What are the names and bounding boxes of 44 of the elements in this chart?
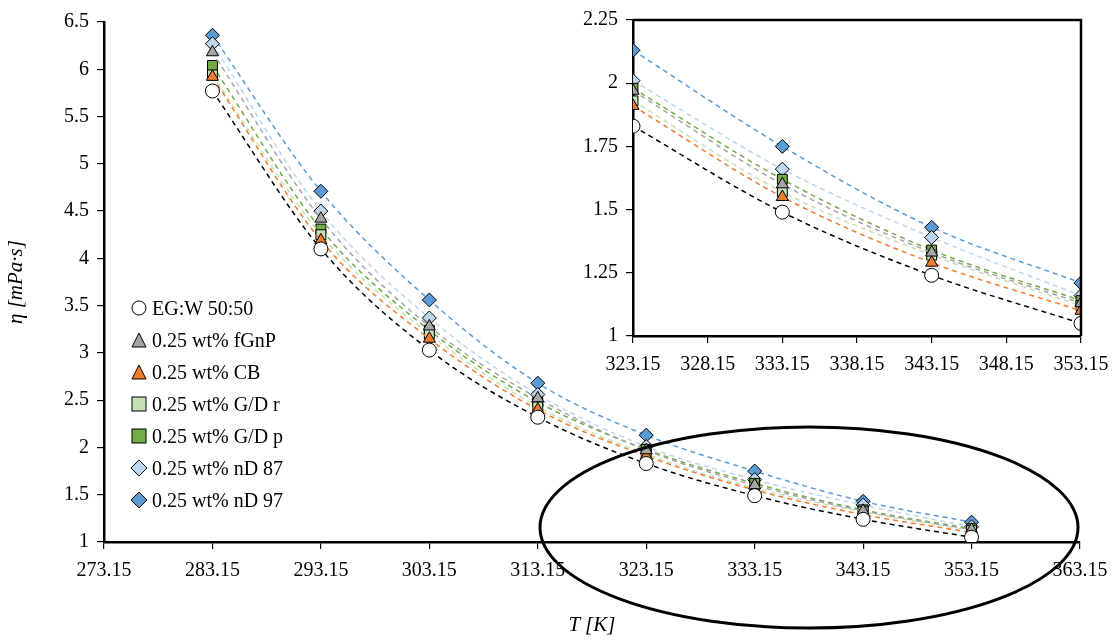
y-axis-title: η [mPa·s] <box>3 240 28 324</box>
y-tick-label: 1 <box>608 323 618 346</box>
x-tick-label: 273.15 <box>76 558 132 581</box>
y-tick-label: 6 <box>79 56 89 79</box>
y-tick-label: 3 <box>79 340 89 363</box>
legend-label: 0.25 wt% G/D p <box>152 424 284 448</box>
y-tick-label: 1.5 <box>593 196 618 219</box>
x-tick-label: 333.15 <box>754 352 810 375</box>
x-tick-label: 313.15 <box>510 558 566 581</box>
x-tick-label: 343.15 <box>835 558 891 581</box>
x-tick-label: 283.15 <box>184 558 240 581</box>
x-tick-label: 338.15 <box>829 352 885 375</box>
legend-label: 0.25 wt% G/D r <box>152 392 280 416</box>
y-tick-label: 1.75 <box>583 133 618 156</box>
x-tick-label: 303.15 <box>401 558 457 581</box>
y-tick-label: 2 <box>608 70 618 93</box>
legend-label: 0.25 wt% fGnP <box>152 328 276 352</box>
legend-label: 0.25 wt% nD 97 <box>152 488 284 512</box>
x-tick-label: 323.15 <box>605 352 661 375</box>
x-axis-title: T [K] <box>568 611 616 636</box>
x-tick-label: 348.15 <box>978 352 1034 375</box>
y-tick-label: 4 <box>79 245 89 268</box>
x-tick-label: 353.15 <box>1053 352 1109 375</box>
y-tick-label: 1 <box>79 529 89 552</box>
x-tick-label: 333.15 <box>727 558 783 581</box>
y-tick-label: 4.5 <box>64 198 89 221</box>
y-tick-label: 1.25 <box>583 260 618 283</box>
y-tick-label: 3.5 <box>64 292 89 315</box>
x-tick-label: 353.15 <box>944 558 1000 581</box>
x-tick-label: 363.15 <box>1052 558 1108 581</box>
x-tick-label: 328.15 <box>680 352 736 375</box>
legend-label: EG:W 50:50 <box>152 296 254 320</box>
y-tick-label: 1.5 <box>64 481 89 504</box>
y-tick-label: 2 <box>79 434 89 457</box>
legend-label: 0.25 wt% nD 87 <box>152 456 284 480</box>
x-tick-label: 293.15 <box>293 558 349 581</box>
legend-label: 0.25 wt% CB <box>152 360 261 384</box>
y-tick-label: 2.5 <box>64 387 89 410</box>
y-tick-label: 5 <box>79 151 89 174</box>
y-tick-label: 2.25 <box>583 7 618 30</box>
y-tick-label: 6.5 <box>64 9 89 32</box>
x-tick-label: 343.15 <box>904 352 960 375</box>
x-tick-label: 323.15 <box>618 558 674 581</box>
y-tick-label: 5.5 <box>64 103 89 126</box>
